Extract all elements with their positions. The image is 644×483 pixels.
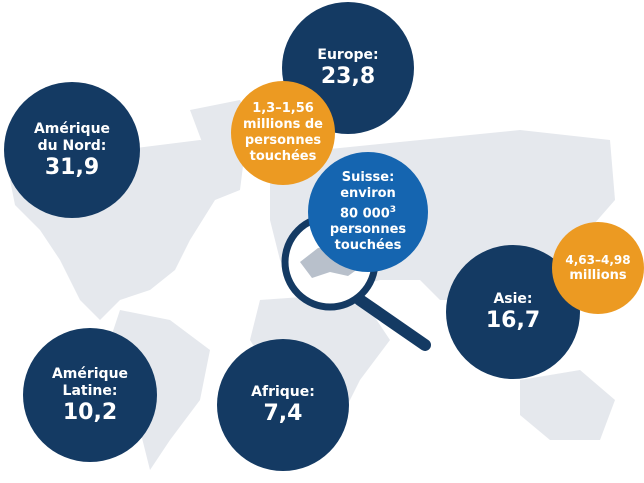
north-america-bubble: Amérique du Nord: 31,9 xyxy=(4,82,140,218)
region-value: 10,2 xyxy=(62,399,118,425)
switzerland-text: environ xyxy=(340,185,396,201)
switzerland-bubble: Suisse: environ 80 0003 personnes touché… xyxy=(308,152,428,272)
footnote: 3 xyxy=(389,204,397,215)
region-label: Amérique du Nord: xyxy=(33,120,111,154)
region-value: 7,4 xyxy=(263,401,303,426)
switzerland-text: touchées xyxy=(334,238,402,254)
region-value: 16,7 xyxy=(485,308,541,333)
region-value: 23,8 xyxy=(320,64,376,89)
europe-range-bubble: 1,3–1,56 millions de personnes touchées xyxy=(231,81,335,185)
latin-america-bubble: Amérique Latine: 10,2 xyxy=(23,328,157,462)
range-text: millions xyxy=(569,268,627,283)
range-text: 4,63–4,98 xyxy=(565,253,631,267)
region-value: 31,9 xyxy=(44,154,100,180)
region-label: Afrique: xyxy=(251,384,315,400)
region-label: Amérique Latine: xyxy=(51,365,129,399)
region-label: Asie: xyxy=(493,291,533,307)
africa-bubble: Afrique: 7,4 xyxy=(217,339,349,471)
range-text: personnes xyxy=(244,133,322,148)
switzerland-text: Suisse: xyxy=(341,169,395,185)
asia-range-bubble: 4,63–4,98 millions xyxy=(552,222,644,314)
range-text: millions de xyxy=(243,117,323,132)
region-label: Europe: xyxy=(317,47,379,63)
australia-land xyxy=(520,370,615,440)
range-text: 1,3–1,56 xyxy=(252,101,314,116)
switzerland-number: 80 0003 xyxy=(340,202,396,222)
number: 80 000 xyxy=(339,206,390,222)
range-text: touchées xyxy=(249,149,317,164)
switzerland-text: personnes xyxy=(329,222,407,238)
